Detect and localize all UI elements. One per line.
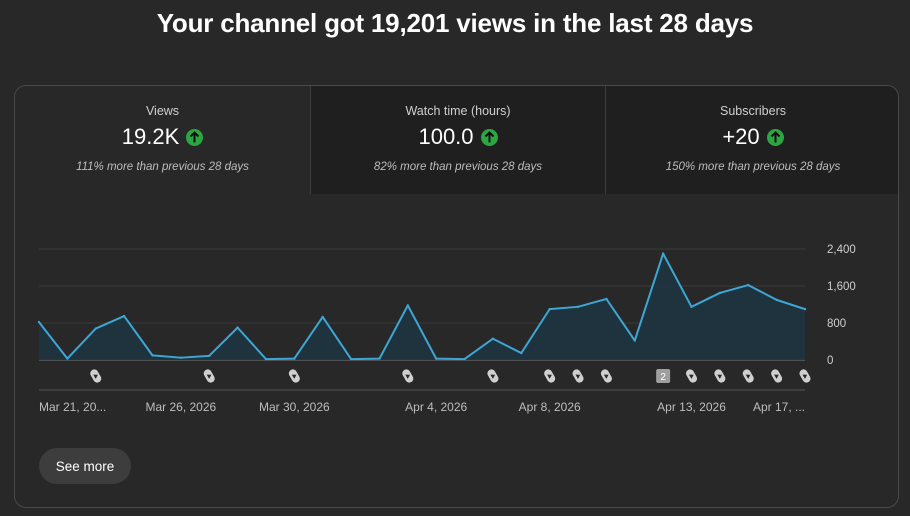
data-point <box>633 339 636 342</box>
arrow-up-icon <box>186 128 204 146</box>
x-tick-label: Apr 13, 2026 <box>657 400 726 414</box>
metric-tab-watch-time[interactable]: Watch time (hours) 100.0 82% more than p… <box>310 86 605 194</box>
data-point <box>491 337 495 340</box>
shorts-icon[interactable] <box>401 368 415 384</box>
y-tick-label: 0 <box>827 355 833 367</box>
shorts-icon[interactable] <box>571 368 585 384</box>
metric-value: 100.0 <box>418 124 474 149</box>
video-count-badge[interactable]: 2 <box>656 369 671 383</box>
data-point <box>718 291 722 295</box>
shorts-icon[interactable] <box>741 368 755 384</box>
views-chart: 2,400 1,600 800 0 2 Mar 21, 20... Mar 26, 2026… <box>37 244 856 414</box>
metric-comparison: 111% more than previous 28 days <box>76 161 249 173</box>
x-tick-label: Apr 17, ... <box>753 400 805 414</box>
data-point <box>321 315 324 319</box>
shorts-icon[interactable] <box>685 368 699 384</box>
shorts-icon[interactable] <box>798 368 812 384</box>
data-point <box>208 354 211 358</box>
x-tick-label: Mar 30, 2026 <box>259 400 330 414</box>
arrow-up-icon <box>480 128 498 146</box>
data-point <box>803 307 807 311</box>
data-point <box>463 357 466 361</box>
x-tick-label: Mar 21, 20... <box>39 400 106 414</box>
data-point <box>264 357 268 361</box>
shorts-icon[interactable] <box>89 368 103 384</box>
series-line <box>38 252 806 361</box>
shorts-icon[interactable] <box>713 368 727 384</box>
data-point <box>236 326 239 329</box>
see-more-button[interactable]: See more <box>39 448 131 484</box>
data-point <box>605 297 608 301</box>
data-point <box>661 252 665 255</box>
y-tick-label: 800 <box>827 318 846 330</box>
metric-value: +20 <box>722 124 760 149</box>
metric-label: Watch time (hours) <box>405 104 511 118</box>
data-point <box>520 351 523 355</box>
svg-text:2: 2 <box>660 372 666 383</box>
metric-value-row: 100.0 <box>311 124 605 150</box>
data-point <box>548 307 551 311</box>
metric-label: Subscribers <box>720 104 786 118</box>
shorts-icon[interactable] <box>770 368 784 384</box>
data-point <box>775 298 778 302</box>
data-point <box>690 305 693 309</box>
x-tick-label: Apr 8, 2026 <box>519 400 581 414</box>
metric-comparison: 150% more than previous 28 days <box>665 161 841 173</box>
data-point <box>349 357 353 361</box>
shorts-icon[interactable] <box>486 368 500 384</box>
metric-tabs: Views 19.2K 111% more than previous 28 d… <box>15 86 898 194</box>
shorts-icon[interactable] <box>202 368 216 384</box>
metric-tab-subscribers[interactable]: Subscribers +20 150% more than previous … <box>605 86 898 194</box>
metric-label: Views <box>145 104 180 118</box>
data-point <box>94 327 97 330</box>
metric-value-row: +20 <box>606 124 898 150</box>
series-area <box>39 253 805 360</box>
metric-value: 19.2K <box>121 124 180 149</box>
data-point <box>37 320 41 324</box>
data-point <box>378 357 381 360</box>
y-tick-label: 1,600 <box>827 281 856 293</box>
shorts-icon[interactable] <box>599 368 613 384</box>
data-point <box>293 357 296 360</box>
metric-tab-views[interactable]: Views 19.2K 111% more than previous 28 d… <box>15 86 310 194</box>
metric-value-row: 19.2K <box>15 124 310 150</box>
data-point <box>66 357 69 360</box>
data-point <box>122 314 126 318</box>
analytics-card: Views 19.2K 111% more than previous 28 d… <box>14 85 899 508</box>
data-point <box>576 305 580 309</box>
x-tick-label: Apr 4, 2026 <box>405 400 467 414</box>
arrow-up-icon <box>766 128 784 146</box>
x-tick-label: Mar 26, 2026 <box>145 400 216 414</box>
y-tick-label: 2,400 <box>827 244 856 256</box>
data-point <box>434 357 438 360</box>
page-title: Your channel got 19,201 views in the las… <box>156 8 754 38</box>
metric-comparison: 82% more than previous 28 days <box>373 161 543 173</box>
shorts-icon[interactable] <box>287 368 301 384</box>
data-point <box>151 354 154 357</box>
data-point <box>179 356 183 359</box>
shorts-icon[interactable] <box>543 368 557 384</box>
data-point <box>747 283 750 287</box>
data-point <box>406 304 410 307</box>
